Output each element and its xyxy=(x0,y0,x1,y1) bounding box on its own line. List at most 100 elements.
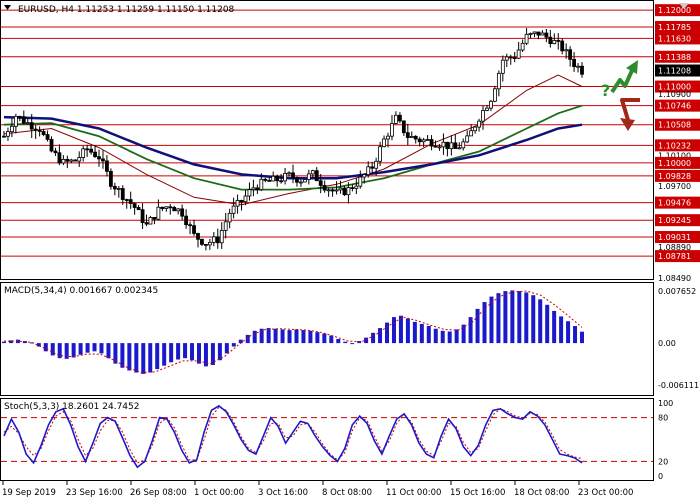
candle-body xyxy=(283,173,287,182)
bullish-arrow-icon xyxy=(610,65,636,94)
macd-bar xyxy=(287,330,292,344)
candle-body xyxy=(485,107,489,111)
price-tick-label: 1.11000 xyxy=(658,83,691,92)
candle-body xyxy=(390,123,394,137)
candle-body xyxy=(449,142,454,150)
candle-body xyxy=(45,134,50,140)
candle-body xyxy=(453,142,458,149)
level-label-bg xyxy=(655,20,700,33)
macd-bar xyxy=(315,332,320,344)
macd-bar xyxy=(238,339,243,344)
macd-bar xyxy=(231,343,236,347)
level-label-bg xyxy=(655,50,700,63)
macd-bar xyxy=(155,343,160,370)
macd-bar xyxy=(517,291,522,344)
candle-body xyxy=(204,243,208,246)
macd-bar xyxy=(322,333,327,344)
stoch-tick-label: 80 xyxy=(658,414,668,423)
macd-bar xyxy=(350,343,355,345)
candle-body xyxy=(394,114,398,124)
candle-body xyxy=(437,146,442,149)
time-axis: 19 Sep 2019 23 Sep 16:00 26 Sep 08:00 1 Oct… xyxy=(2,481,633,498)
level-label-bg xyxy=(655,196,700,209)
macd-bar xyxy=(336,339,341,344)
candle-body xyxy=(370,166,375,169)
candle-body xyxy=(132,203,137,208)
scenario-arrows: ? xyxy=(601,60,640,131)
candle-body xyxy=(77,157,82,162)
macd-bar xyxy=(385,322,390,344)
macd-bar xyxy=(566,321,571,344)
candle-body xyxy=(33,128,38,131)
candle-body xyxy=(239,200,244,203)
price-tick-label: 1.08890 xyxy=(658,243,691,252)
macd-bar xyxy=(398,315,403,344)
candle-body xyxy=(93,151,97,158)
macd-bar xyxy=(531,295,536,344)
macd-bar xyxy=(503,291,508,344)
stoch-main-line xyxy=(3,404,583,469)
candle-body xyxy=(378,146,382,162)
macd-bar xyxy=(266,328,271,344)
time-tick-label: 8 Oct 08:00 xyxy=(322,488,372,498)
candle-body xyxy=(251,187,256,191)
candle-body xyxy=(180,208,185,217)
macd-bar xyxy=(99,343,104,354)
price-tick-label: 1.12000 xyxy=(658,6,691,15)
candle-body xyxy=(386,135,390,140)
macd-tick-label: 0.00 xyxy=(658,339,676,348)
horizontal-levels xyxy=(1,9,653,257)
candle-body xyxy=(124,199,129,201)
candle-body xyxy=(429,139,434,147)
candle-body xyxy=(61,158,66,164)
candle-body xyxy=(271,175,276,182)
candle-body xyxy=(552,40,557,45)
macd-bar xyxy=(127,343,132,371)
macd-bar xyxy=(43,343,48,352)
level-label-bg xyxy=(655,139,700,152)
candle-body xyxy=(548,36,553,45)
candle-body xyxy=(25,122,30,125)
macd-bar xyxy=(538,299,543,344)
macd-bar xyxy=(176,343,181,360)
candle-body xyxy=(13,115,18,127)
candle-body xyxy=(219,229,224,244)
candle-body xyxy=(267,179,272,182)
macd-bar xyxy=(329,335,334,344)
candle-body xyxy=(477,120,481,128)
candle-body xyxy=(176,208,181,212)
price-tick-label: 1.11785 xyxy=(658,23,691,32)
macd-bar xyxy=(405,318,410,344)
candle-body xyxy=(299,181,303,184)
macd-bar xyxy=(245,334,250,344)
macd-bar xyxy=(559,316,564,344)
macd-indicator: 0.007652 0.00 -0.006111 xyxy=(2,287,699,390)
candle-body xyxy=(465,135,470,143)
macd-bar xyxy=(210,343,215,365)
candle-body xyxy=(259,178,264,191)
macd-bar xyxy=(510,290,515,344)
candle-body xyxy=(457,147,462,150)
time-tick-label: 1 Oct 00:00 xyxy=(194,488,244,498)
one-click-arrow-icon[interactable] xyxy=(679,3,689,9)
price-tick-label: 1.11630 xyxy=(658,34,691,43)
macd-bar xyxy=(412,321,417,344)
level-label-bg xyxy=(655,32,700,45)
collapse-triangle-icon[interactable] xyxy=(4,5,11,10)
candle-body xyxy=(417,138,422,143)
candle-body xyxy=(41,130,46,136)
macd-bar xyxy=(169,343,174,363)
candle-body xyxy=(314,170,319,182)
macd-bar xyxy=(482,302,487,344)
candle-body xyxy=(500,59,505,74)
candle-body xyxy=(128,199,133,204)
candle-body xyxy=(291,172,295,179)
macd-bar xyxy=(148,343,153,373)
candle-body xyxy=(528,33,533,35)
time-tick-label: 18 Oct 08:00 xyxy=(514,488,569,498)
time-tick-label: 11 Oct 00:00 xyxy=(386,488,441,498)
candle-body xyxy=(520,42,525,51)
candle-body xyxy=(243,195,248,203)
macd-bar xyxy=(426,326,431,344)
